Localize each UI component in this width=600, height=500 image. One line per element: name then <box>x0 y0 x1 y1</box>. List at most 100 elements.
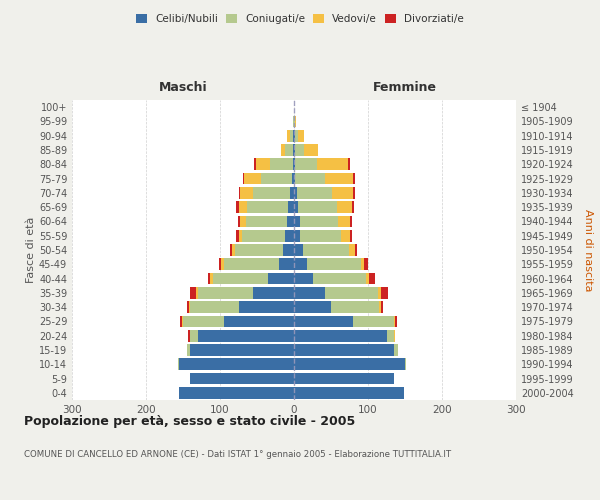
Bar <box>290 130 293 141</box>
Bar <box>295 144 304 156</box>
Bar <box>287 216 294 228</box>
Bar <box>240 187 253 198</box>
Bar <box>300 216 338 228</box>
Bar <box>187 302 189 313</box>
Bar <box>198 287 253 298</box>
Bar <box>338 216 349 228</box>
Y-axis label: Anni di nascita: Anni di nascita <box>583 209 593 291</box>
Bar <box>331 302 379 313</box>
Bar <box>292 172 294 184</box>
Bar <box>293 130 294 141</box>
Bar <box>304 144 319 156</box>
Bar <box>386 330 394 342</box>
Text: Popolazione per età, sesso e stato civile - 2005: Popolazione per età, sesso e stato civil… <box>24 415 355 428</box>
Bar <box>349 244 355 256</box>
Bar <box>187 344 190 356</box>
Bar <box>307 258 361 270</box>
Bar <box>294 230 300 241</box>
Bar <box>256 158 271 170</box>
Bar <box>283 244 294 256</box>
Bar <box>355 244 357 256</box>
Bar <box>294 387 404 398</box>
Bar <box>380 302 383 313</box>
Bar <box>366 272 369 284</box>
Bar <box>253 287 294 298</box>
Bar <box>253 187 290 198</box>
Bar <box>348 158 349 170</box>
Bar <box>281 144 285 156</box>
Bar <box>236 202 239 213</box>
Bar <box>260 172 292 184</box>
Bar <box>232 244 235 256</box>
Bar <box>341 230 349 241</box>
Bar <box>332 187 353 198</box>
Bar <box>294 344 394 356</box>
Bar <box>337 202 352 213</box>
Bar <box>294 358 405 370</box>
Bar <box>294 258 307 270</box>
Bar <box>239 202 247 213</box>
Bar <box>369 272 374 284</box>
Bar <box>294 158 295 170</box>
Bar <box>353 316 394 328</box>
Bar <box>300 230 341 241</box>
Bar <box>317 158 348 170</box>
Bar <box>294 316 353 328</box>
Bar <box>179 387 294 398</box>
Bar <box>349 216 352 228</box>
Bar <box>212 272 268 284</box>
Bar <box>352 202 354 213</box>
Bar <box>271 158 293 170</box>
Bar <box>188 330 190 342</box>
Bar <box>179 358 294 370</box>
Bar <box>196 287 198 298</box>
Bar <box>298 202 337 213</box>
Bar <box>361 258 364 270</box>
Y-axis label: Fasce di età: Fasce di età <box>26 217 36 283</box>
Bar <box>238 216 240 228</box>
Bar <box>294 202 298 213</box>
Bar <box>295 158 317 170</box>
Bar <box>189 302 190 313</box>
Bar <box>380 287 388 298</box>
Bar <box>246 216 287 228</box>
Bar <box>313 272 366 284</box>
Bar <box>293 158 294 170</box>
Text: Femmine: Femmine <box>373 81 437 94</box>
Bar <box>295 116 296 128</box>
Bar <box>190 330 198 342</box>
Bar <box>190 302 239 313</box>
Bar <box>297 187 332 198</box>
Text: COMUNE DI CANCELLO ED ARNONE (CE) - Dati ISTAT 1° gennaio 2005 - Elaborazione TU: COMUNE DI CANCELLO ED ARNONE (CE) - Dati… <box>24 450 451 459</box>
Bar <box>211 272 212 284</box>
Bar <box>268 272 294 284</box>
Bar <box>405 358 406 370</box>
Bar <box>208 272 211 284</box>
Bar <box>243 172 244 184</box>
Bar <box>303 244 349 256</box>
Bar <box>236 230 239 241</box>
Bar <box>183 316 224 328</box>
Bar <box>240 216 246 228</box>
Bar <box>190 372 294 384</box>
Bar <box>394 330 395 342</box>
Bar <box>353 172 355 184</box>
Bar <box>294 130 295 141</box>
Bar <box>294 272 313 284</box>
Bar <box>218 258 221 270</box>
Bar <box>294 116 295 128</box>
Bar <box>247 202 288 213</box>
Bar <box>294 172 295 184</box>
Bar <box>178 358 179 370</box>
Bar <box>224 258 279 270</box>
Bar <box>325 172 353 184</box>
Bar <box>293 144 294 156</box>
Bar <box>325 287 379 298</box>
Bar <box>379 302 380 313</box>
Bar <box>239 230 242 241</box>
Bar <box>285 144 293 156</box>
Bar <box>298 130 304 141</box>
Bar <box>239 187 240 198</box>
Bar <box>254 158 256 170</box>
Bar <box>295 130 298 141</box>
